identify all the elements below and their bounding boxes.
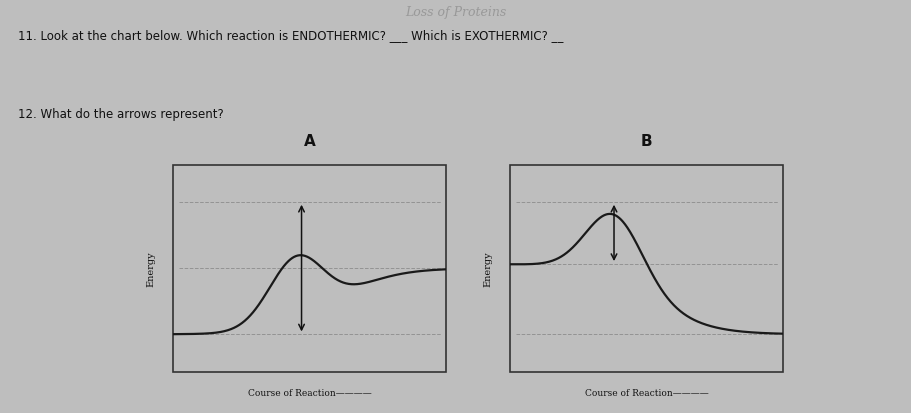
Text: Course of Reaction————: Course of Reaction———— xyxy=(248,388,372,397)
Text: Course of Reaction————: Course of Reaction———— xyxy=(585,388,709,397)
Text: B: B xyxy=(641,134,652,149)
Text: A: A xyxy=(304,134,315,149)
Text: Energy: Energy xyxy=(147,251,156,286)
Text: Energy: Energy xyxy=(484,251,493,286)
Text: 11. Look at the chart below. Which reaction is ENDOTHERMIC? ___ Which is EXOTHER: 11. Look at the chart below. Which react… xyxy=(18,29,564,42)
Text: 12. What do the arrows represent?: 12. What do the arrows represent? xyxy=(18,107,224,120)
Text: Loss of Proteins: Loss of Proteins xyxy=(404,6,507,19)
